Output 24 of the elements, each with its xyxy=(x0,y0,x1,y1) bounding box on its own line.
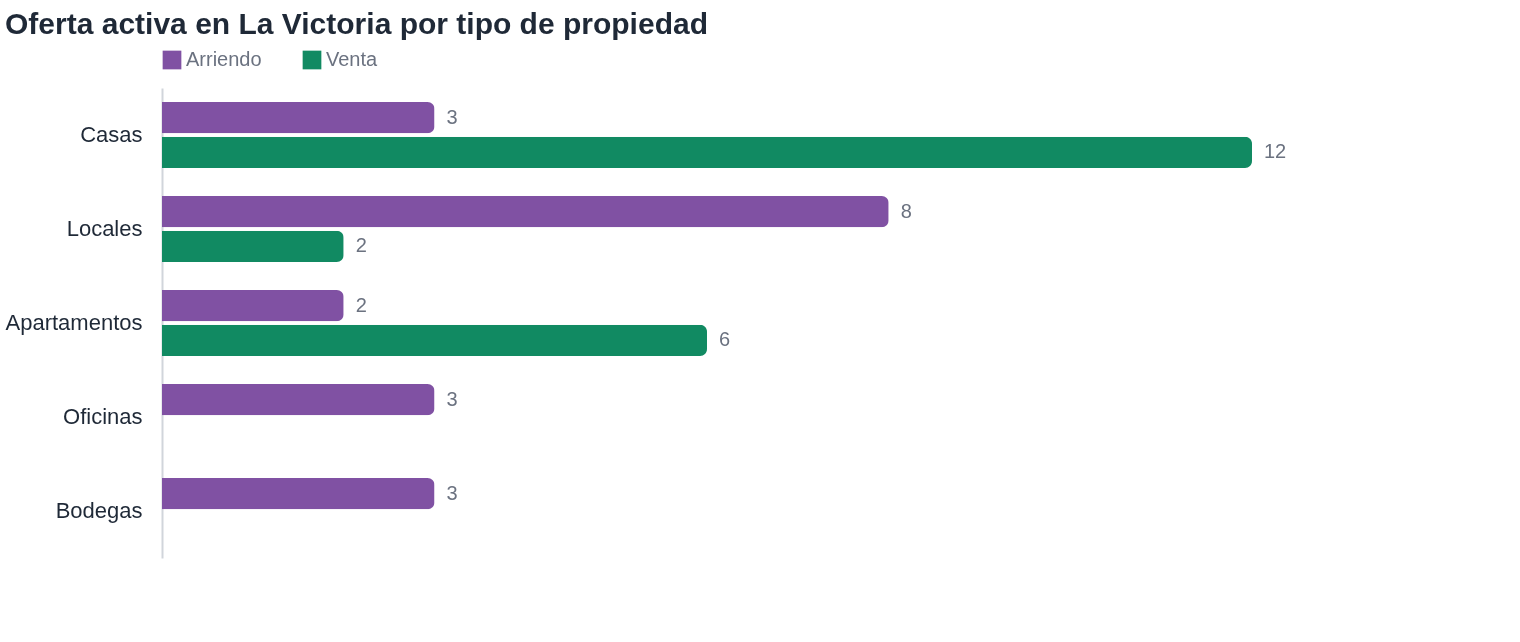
bar xyxy=(162,384,435,416)
bar xyxy=(162,478,435,510)
bar xyxy=(162,136,1252,168)
chart-title: Oferta activa en La Victoria por tipo de propiedad xyxy=(5,7,708,40)
data-label: 12 xyxy=(1264,140,1287,163)
data-label: 8 xyxy=(900,199,912,222)
bar xyxy=(162,230,344,262)
data-label: 3 xyxy=(446,387,458,410)
y-tick-label: Casas xyxy=(80,122,143,147)
bar xyxy=(162,290,344,322)
bar xyxy=(162,196,889,228)
y-tick-label: Oficinas xyxy=(63,404,143,429)
data-label: 2 xyxy=(355,293,367,316)
bar xyxy=(162,102,435,134)
bar xyxy=(162,324,707,356)
legend-label: Arriendo xyxy=(186,48,262,70)
data-label: 3 xyxy=(446,481,458,504)
legend-label: Venta xyxy=(326,48,379,70)
y-tick-label: Bodegas xyxy=(55,498,143,523)
data-label: 6 xyxy=(719,328,731,351)
y-tick-label: Apartamentos xyxy=(5,310,143,335)
y-tick-label: Locales xyxy=(66,216,143,241)
data-label: 3 xyxy=(446,105,458,128)
data-label: 2 xyxy=(355,234,367,257)
